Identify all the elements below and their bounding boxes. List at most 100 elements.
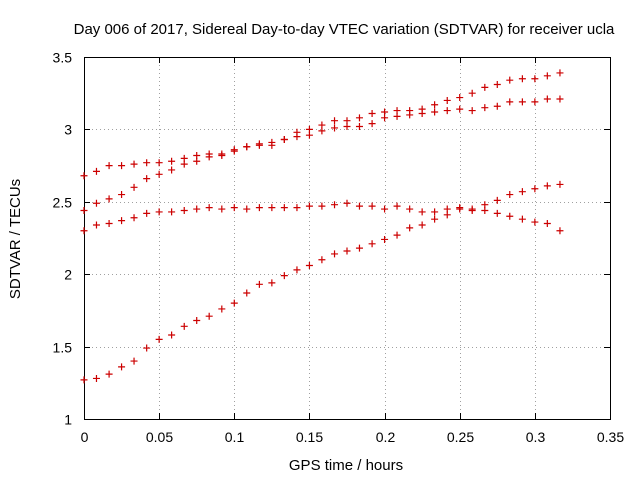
data-point-marker: [105, 220, 113, 228]
data-point-marker: [481, 201, 489, 209]
data-point-marker: [506, 212, 514, 220]
data-point-marker: [155, 170, 163, 178]
data-point-marker: [556, 95, 564, 103]
data-point-marker: [518, 98, 526, 106]
data-point-marker: [230, 146, 238, 154]
data-point-marker: [418, 221, 426, 229]
data-point-marker: [318, 256, 326, 264]
data-point-marker: [118, 191, 126, 199]
data-point-marker: [130, 357, 138, 365]
data-point-marker: [406, 107, 414, 115]
data-point-marker: [355, 244, 363, 252]
data-point-marker: [556, 227, 564, 235]
data-point-marker: [118, 363, 126, 371]
x-axis-tick-labels: 0 0.05 0.1 0.15 0.2 0.25 0.3 0.35: [81, 429, 625, 445]
data-point-marker: [431, 208, 439, 216]
data-point-marker: [305, 262, 313, 270]
data-point-marker: [331, 124, 339, 132]
data-point-marker: [143, 344, 151, 352]
data-point-marker: [305, 202, 313, 210]
y-tick-label: 1.5: [53, 340, 73, 356]
data-point-marker: [331, 250, 339, 258]
data-point-marker: [268, 204, 276, 212]
data-point-marker: [243, 205, 251, 213]
data-point-marker: [355, 114, 363, 122]
chart-title: Day 006 of 2017, Sidereal Day-to-day VTE…: [74, 21, 615, 38]
data-point-marker: [205, 312, 213, 320]
data-point-marker: [218, 205, 226, 213]
data-point-marker: [343, 117, 351, 125]
data-point-marker: [318, 121, 326, 129]
data-point-marker: [418, 208, 426, 216]
data-point-marker: [393, 107, 401, 115]
data-point-marker: [543, 95, 551, 103]
data-point-marker: [343, 247, 351, 255]
data-point-marker: [431, 101, 439, 109]
data-point-marker: [331, 201, 339, 209]
data-point-marker: [456, 205, 464, 213]
data-point-marker: [92, 167, 100, 175]
y-tick-label: 1: [64, 412, 72, 428]
data-points: [80, 69, 564, 384]
data-point-marker: [80, 172, 88, 180]
x-tick-label: 0.25: [447, 429, 474, 445]
data-point-marker: [506, 76, 514, 84]
data-point-marker: [105, 195, 113, 203]
data-point-marker: [130, 160, 138, 168]
data-point-marker: [143, 209, 151, 217]
x-tick-label: 0.15: [296, 429, 323, 445]
data-point-marker: [406, 224, 414, 232]
data-point-marker: [168, 157, 176, 165]
data-point-marker: [105, 162, 113, 170]
data-point-marker: [180, 322, 188, 330]
data-point-marker: [168, 208, 176, 216]
data-point-marker: [431, 108, 439, 116]
data-point-marker: [80, 227, 88, 235]
data-point-marker: [143, 175, 151, 183]
data-point-marker: [118, 217, 126, 225]
data-point-marker: [468, 107, 476, 115]
data-point-marker: [355, 123, 363, 131]
data-point-marker: [506, 98, 514, 106]
data-point-marker: [180, 206, 188, 214]
x-axis-label: GPS time / hours: [289, 457, 403, 474]
data-point-marker: [368, 120, 376, 128]
data-point-marker: [381, 205, 389, 213]
data-point-marker: [468, 206, 476, 214]
data-point-marker: [80, 206, 88, 214]
data-point-marker: [368, 202, 376, 210]
data-point-marker: [168, 166, 176, 174]
y-tick-label: 2.5: [53, 195, 73, 211]
x-tick-label: 0.1: [225, 429, 245, 445]
data-point-marker: [556, 180, 564, 188]
data-point-marker: [180, 160, 188, 168]
data-point-marker: [331, 117, 339, 125]
x-tick-label: 0: [81, 429, 89, 445]
data-point-marker: [506, 191, 514, 199]
data-point-marker: [556, 69, 564, 77]
data-point-marker: [280, 272, 288, 280]
data-point-marker: [155, 159, 163, 167]
y-axis-tick-labels: 1 1.5 2 2.5 3 3.5: [53, 50, 73, 428]
data-point-marker: [493, 102, 501, 110]
data-point-marker: [518, 75, 526, 83]
data-point-marker: [155, 335, 163, 343]
data-point-marker: [343, 199, 351, 207]
data-point-marker: [531, 218, 539, 226]
y-tick-label: 2: [64, 267, 72, 283]
data-point-marker: [443, 107, 451, 115]
plot-frame: [84, 57, 611, 420]
data-point-marker: [255, 141, 263, 149]
data-point-marker: [493, 81, 501, 89]
data-point-marker: [205, 153, 213, 161]
x-tick-label: 0.3: [526, 429, 546, 445]
data-point-marker: [518, 188, 526, 196]
data-point-marker: [168, 331, 176, 339]
data-point-marker: [431, 215, 439, 223]
data-point-marker: [518, 215, 526, 223]
data-point-marker: [393, 202, 401, 210]
data-point-marker: [243, 143, 251, 151]
x-tick-label: 0.05: [146, 429, 173, 445]
data-point-marker: [280, 136, 288, 144]
